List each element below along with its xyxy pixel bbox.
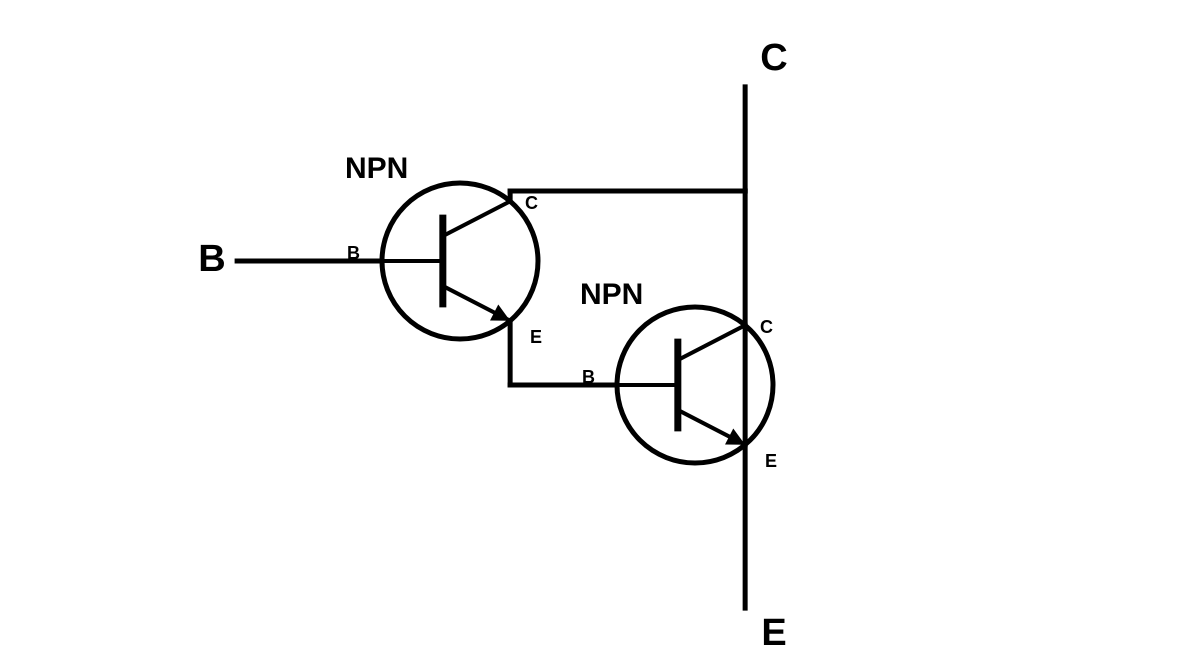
terminal-c: C [760,37,787,79]
transistor-type-label: NPN [580,278,643,311]
pin-label-c: C [760,317,773,337]
pin-label-e: E [530,327,542,347]
darlington-schematic: NPNBCENPNBCECEB [0,0,1200,672]
pin-label-c: C [525,193,538,213]
transistor-type-label: NPN [345,152,408,185]
pin-label-e: E [765,451,777,471]
terminal-b: B [198,238,225,280]
terminal-e: E [761,612,786,654]
